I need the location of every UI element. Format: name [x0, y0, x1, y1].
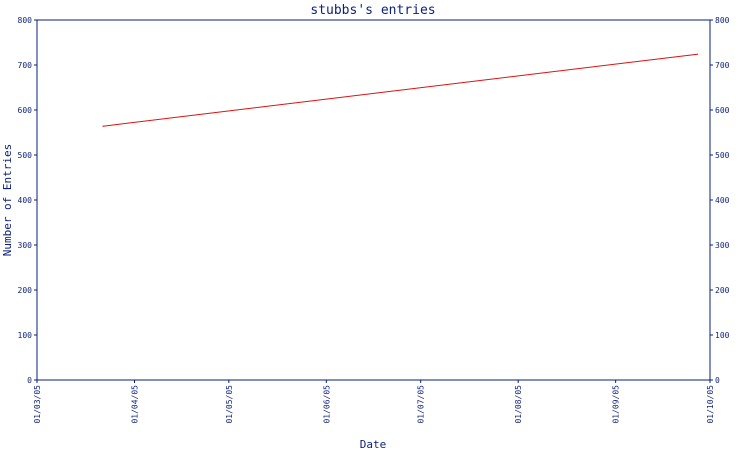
y-tick-label: 600 — [18, 106, 33, 115]
y-tick-label: 300 — [18, 241, 33, 250]
y-tick-label: 200 — [18, 286, 33, 295]
x-tick-label: 01/08/05 — [514, 385, 523, 424]
plot-area: 0 0 100 100 200 200 300 300 400 400 500 500 600 600 70… — [18, 16, 730, 424]
series-point — [696, 53, 699, 55]
y-tick-label-right: 300 — [715, 241, 730, 250]
y-tick-label: 800 — [18, 16, 33, 25]
y-tick-label-right: 100 — [715, 331, 730, 340]
x-tick-label: 01/03/05 — [33, 385, 42, 424]
series-line — [102, 53, 698, 127]
y-tick-label-right: 200 — [715, 286, 730, 295]
x-tick-label: 01/09/05 — [612, 385, 621, 424]
y-tick-label: 0 — [27, 376, 32, 385]
y-tick-label-right: 700 — [715, 61, 730, 70]
y-tick-label-right: 500 — [715, 151, 730, 160]
y-tick-label: 500 — [18, 151, 33, 160]
y-tick-label: 100 — [18, 331, 33, 340]
y-axis-label: Number of Entries — [1, 144, 14, 257]
plot-frame — [36, 19, 711, 381]
x-tick-label: 01/05/05 — [225, 385, 234, 424]
x-axis-label: Date — [360, 438, 387, 450]
y-tick-label-right: 400 — [715, 196, 730, 205]
y-tick-label-right: 600 — [715, 106, 730, 115]
y-tick-label-right: 800 — [715, 16, 730, 25]
y-tick-label: 700 — [18, 61, 33, 70]
x-tick-label: 01/06/05 — [322, 385, 331, 424]
x-tick-label: 01/10/05 — [706, 385, 715, 424]
y-tick-label: 400 — [18, 196, 33, 205]
series-point — [102, 125, 104, 127]
y-tick-label-right: 0 — [715, 376, 720, 385]
x-tick-label: 01/04/05 — [130, 385, 139, 424]
x-tick-label: 01/07/05 — [417, 385, 426, 424]
chart-title: stubbs's entries — [310, 3, 435, 18]
